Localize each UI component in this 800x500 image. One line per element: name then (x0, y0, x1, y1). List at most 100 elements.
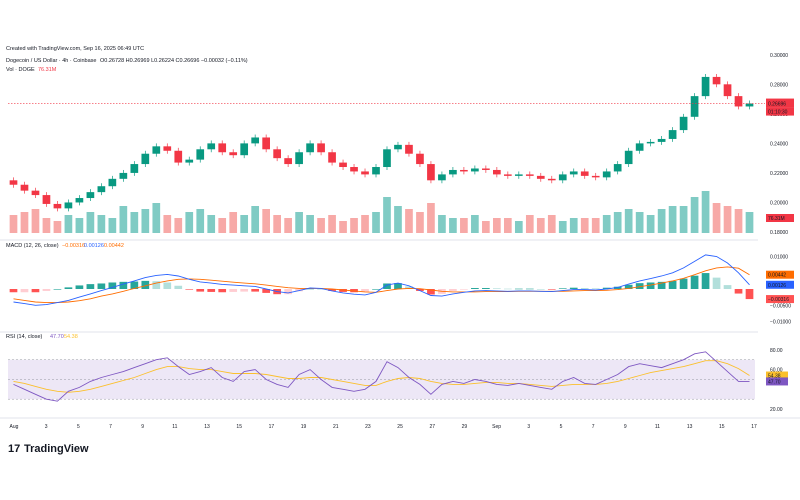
macd-histogram-bar (328, 289, 336, 291)
volume-bar (416, 212, 424, 233)
macd-histogram-bar (416, 289, 424, 291)
volume-bar (460, 218, 468, 233)
macd-histogram-bar (372, 289, 380, 290)
volume-bar (108, 218, 117, 233)
macd-histogram-bar (42, 289, 51, 291)
volume-bar (361, 215, 369, 233)
candle-body (745, 103, 754, 107)
time-tick-label: 13 (687, 424, 693, 430)
rsi-value-label: 54.38 (768, 374, 781, 380)
volume-bar (75, 218, 84, 233)
candle-body (558, 174, 567, 181)
volume-bar (196, 209, 205, 233)
macd-histogram-bar (163, 282, 172, 289)
volume-bar (547, 215, 556, 233)
time-tick-label: Sep (492, 424, 501, 430)
macd-histogram-bar (75, 285, 84, 289)
volume-bar (185, 212, 194, 233)
candle-body (207, 143, 216, 150)
rsi-pane[interactable] (8, 351, 755, 402)
candle-body (536, 175, 545, 179)
volume-bar (723, 206, 732, 233)
volume-bar (141, 209, 150, 233)
macd-histogram-bar (141, 280, 150, 289)
volume-bar (251, 206, 260, 233)
price-pane[interactable] (8, 73, 765, 212)
candle-body (427, 164, 435, 181)
macd-histogram-bar (339, 289, 347, 292)
candle-body (174, 150, 183, 163)
macd-histogram-bar (306, 288, 314, 290)
volume-bar (690, 197, 699, 233)
candle-body (657, 138, 666, 142)
rsi-ma-line (13, 360, 750, 393)
price-axis[interactable]: 0.300000.280000.260000.240000.220000.200… (766, 53, 794, 413)
volume-bar (514, 221, 523, 233)
volume-bar (471, 215, 479, 233)
volume-bar (624, 209, 633, 233)
time-tick-label: 5 (77, 424, 80, 430)
volume-bar (295, 212, 303, 233)
candle-body (646, 141, 655, 144)
macd-histogram-bar (525, 288, 534, 290)
time-tick-label: 9 (624, 424, 627, 430)
macd-histogram-bar (536, 289, 545, 290)
volume-bar (97, 215, 106, 233)
time-axis[interactable]: Aug 3 5 7 9 11 13 15 17 19 21 23 25 27 29 Sep 3 5 7 9 11 13 15… (10, 424, 757, 430)
time-tick-label: 11 (655, 424, 660, 430)
candle-body (416, 153, 424, 165)
candle-body (130, 164, 139, 173)
candle-body (438, 174, 446, 181)
macd-value-label: 0.00126 (768, 283, 786, 289)
volume-bar (31, 209, 40, 233)
candle-body (383, 149, 391, 168)
macd-histogram-bar (591, 288, 600, 289)
time-tick-label: 3 (45, 424, 48, 430)
volume-bar (657, 209, 666, 233)
macd-pane[interactable] (9, 254, 754, 306)
candle-body (317, 143, 325, 153)
candle-body (97, 186, 106, 193)
volume-bar (569, 218, 578, 233)
rsi-tick-label: 60.00 (770, 368, 783, 374)
time-tick-label: 15 (719, 424, 725, 430)
macd-histogram-bar (690, 275, 699, 289)
macd-value-tag (766, 295, 794, 304)
macd-histogram-bar (174, 285, 183, 289)
candle-body (701, 76, 710, 97)
tradingview-logo-mark: 17 (8, 443, 20, 455)
countdown-tag (766, 107, 794, 116)
volume-bar (152, 203, 161, 233)
candle-body (240, 143, 249, 156)
macd-histogram-bar (97, 283, 106, 289)
candle-body (482, 168, 490, 170)
macd-histogram-bar (262, 289, 270, 293)
macd-title: MACD (12, 26, close) (6, 243, 59, 249)
candle-body (580, 171, 589, 176)
macd-histogram-bar (712, 277, 721, 289)
volume-bar (438, 215, 446, 233)
rsi-line (13, 351, 750, 402)
candle-body (262, 137, 270, 150)
macd-histogram-bar (460, 289, 468, 290)
rsi-tick-label: 20.00 (770, 407, 783, 413)
time-tick-label: Aug (10, 424, 19, 430)
volume-bar (449, 218, 457, 233)
time-tick-label: 9 (141, 424, 144, 430)
time-tick-label: 17 (269, 424, 275, 430)
volume-bar (580, 218, 589, 233)
macd-histogram-bar (514, 288, 523, 290)
candle-body (339, 162, 347, 168)
volume-bar (613, 212, 622, 233)
volume-bar (240, 215, 249, 233)
candle-body (460, 169, 468, 172)
candle-body (20, 184, 29, 191)
time-tick-label: 27 (429, 424, 435, 430)
volume-bar (602, 215, 611, 233)
macd-histogram-bar (31, 289, 40, 293)
volume-bar (262, 209, 270, 233)
symbol-title: Dogecoin / US Dollar · 4h · Coinbase (6, 58, 97, 64)
macd-hist-value: −0.00316 (62, 243, 85, 249)
candle-body (163, 146, 172, 151)
